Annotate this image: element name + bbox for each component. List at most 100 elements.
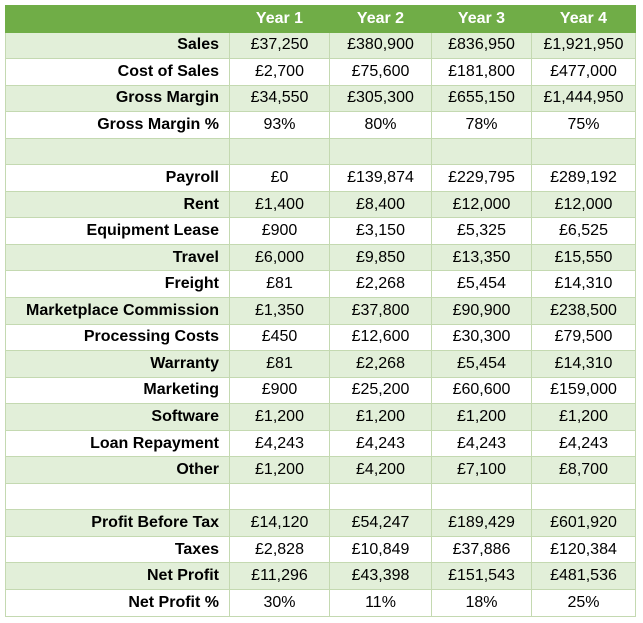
- cell-year-3: £1,200: [431, 403, 532, 431]
- cell-year-1: £6,000: [229, 243, 330, 272]
- cell-year-4: £8,700: [531, 456, 636, 484]
- cell-year-3: £229,795: [431, 164, 532, 192]
- table-row: Taxes £2,828 £10,849 £37,886 £120,384: [5, 535, 636, 564]
- cell-year-4: £4,243: [531, 429, 636, 458]
- cell-year-4: £1,444,950: [531, 84, 636, 113]
- cell-year-4: £15,550: [531, 243, 636, 272]
- cell-year-1: £1,400: [229, 190, 330, 219]
- cell-year-2: £54,247: [329, 509, 432, 537]
- table-row: Gross Margin % 93% 80% 78% 75%: [5, 111, 636, 139]
- cell-year-1: £900: [229, 376, 330, 405]
- cell-year-1: £1,350: [229, 297, 330, 325]
- spacer-row: [5, 137, 636, 166]
- row-label: Sales: [5, 31, 230, 60]
- cell-year-3: £13,350: [431, 243, 532, 272]
- cell-year-3: £5,454: [431, 350, 532, 378]
- table-row: Software £1,200 £1,200 £1,200 £1,200: [5, 403, 636, 431]
- cell-year-4: £289,192: [531, 164, 636, 192]
- row-label: Marketing: [5, 376, 230, 405]
- cell-year-2: £25,200: [329, 376, 432, 405]
- cell-year-1: £2,828: [229, 535, 330, 564]
- cell-year-2: £4,243: [329, 429, 432, 458]
- cell-year-4: [531, 482, 636, 511]
- cell-year-3: 78%: [431, 111, 532, 139]
- cell-year-4: £14,310: [531, 270, 636, 299]
- table-row: Marketplace Commission £1,350 £37,800 £90,9…: [5, 297, 636, 325]
- row-label: Software: [5, 403, 230, 431]
- table-row: Net Profit £11,296 £43,398 £151,543 £481,536: [5, 562, 636, 591]
- cell-year-3: £189,429: [431, 509, 532, 537]
- header-year-2: Year 2: [329, 5, 432, 33]
- financial-table-container: Year 1 Year 2 Year 3 Year 4 Sales £37,250…: [5, 5, 636, 617]
- row-label: [5, 482, 230, 511]
- cell-year-1: 93%: [229, 111, 330, 139]
- cell-year-4: £120,384: [531, 535, 636, 564]
- table-row: Rent £1,400 £8,400 £12,000 £12,000: [5, 190, 636, 219]
- financial-summary-table: Year 1 Year 2 Year 3 Year 4 Sales £37,250…: [5, 5, 636, 617]
- row-label: Net Profit %: [5, 589, 230, 617]
- cell-year-1: £0: [229, 164, 330, 192]
- cell-year-2: £9,850: [329, 243, 432, 272]
- cell-year-4: £14,310: [531, 350, 636, 378]
- cell-year-3: £5,325: [431, 217, 532, 245]
- cell-year-1: £1,200: [229, 403, 330, 431]
- cell-year-2: £75,600: [329, 58, 432, 86]
- row-label: Rent: [5, 190, 230, 219]
- table-row: Payroll £0 £139,874 £229,795 £289,192: [5, 164, 636, 192]
- cell-year-4: £12,000: [531, 190, 636, 219]
- table-row: Sales £37,250 £380,900 £836,950 £1,921,950: [5, 31, 636, 60]
- table-row: Warranty £81 £2,268 £5,454 £14,310: [5, 350, 636, 378]
- cell-year-1: £81: [229, 350, 330, 378]
- cell-year-2: £37,800: [329, 297, 432, 325]
- row-label: [5, 137, 230, 166]
- cell-year-3: £60,600: [431, 376, 532, 405]
- cell-year-2: £305,300: [329, 84, 432, 113]
- row-label: Gross Margin: [5, 84, 230, 113]
- cell-year-2: 11%: [329, 589, 432, 617]
- table-row: Profit Before Tax £14,120 £54,247 £189,429 £…: [5, 509, 636, 537]
- cell-year-3: £655,150: [431, 84, 532, 113]
- cell-year-1: £14,120: [229, 509, 330, 537]
- cell-year-4: £1,200: [531, 403, 636, 431]
- cell-year-3: 18%: [431, 589, 532, 617]
- header-label-cell: [5, 5, 230, 33]
- table-row: Net Profit % 30% 11% 18% 25%: [5, 589, 636, 617]
- cell-year-3: £5,454: [431, 270, 532, 299]
- row-label: Cost of Sales: [5, 58, 230, 86]
- cell-year-4: £6,525: [531, 217, 636, 245]
- cell-year-4: £477,000: [531, 58, 636, 86]
- cell-year-3: £90,900: [431, 297, 532, 325]
- row-label: Marketplace Commission: [5, 297, 230, 325]
- table-row: Other £1,200 £4,200 £7,100 £8,700: [5, 456, 636, 484]
- header-year-3: Year 3: [431, 5, 532, 33]
- table-row: Equipment Lease £900 £3,150 £5,325 £6,525: [5, 217, 636, 245]
- cell-year-3: £7,100: [431, 456, 532, 484]
- row-label: Loan Repayment: [5, 429, 230, 458]
- cell-year-2: £10,849: [329, 535, 432, 564]
- cell-year-2: £2,268: [329, 270, 432, 299]
- cell-year-2: £1,200: [329, 403, 432, 431]
- table-row: Gross Margin £34,550 £305,300 £655,150 £1,44…: [5, 84, 636, 113]
- header-row: Year 1 Year 2 Year 3 Year 4: [5, 5, 636, 33]
- row-label: Other: [5, 456, 230, 484]
- cell-year-2: £2,268: [329, 350, 432, 378]
- cell-year-2: 80%: [329, 111, 432, 139]
- cell-year-3: £12,000: [431, 190, 532, 219]
- cell-year-3: £836,950: [431, 31, 532, 60]
- table-row: Cost of Sales £2,700 £75,600 £181,800 £477,0…: [5, 58, 636, 86]
- cell-year-1: £1,200: [229, 456, 330, 484]
- cell-year-2: £8,400: [329, 190, 432, 219]
- cell-year-4: £159,000: [531, 376, 636, 405]
- row-label: Net Profit: [5, 562, 230, 591]
- row-label: Payroll: [5, 164, 230, 192]
- row-label: Processing Costs: [5, 323, 230, 352]
- cell-year-3: £4,243: [431, 429, 532, 458]
- row-label: Gross Margin %: [5, 111, 230, 139]
- spacer-row: [5, 482, 636, 511]
- cell-year-1: [229, 482, 330, 511]
- cell-year-4: £1,921,950: [531, 31, 636, 60]
- cell-year-1: £34,550: [229, 84, 330, 113]
- cell-year-2: £139,874: [329, 164, 432, 192]
- cell-year-3: [431, 482, 532, 511]
- cell-year-2: [329, 137, 432, 166]
